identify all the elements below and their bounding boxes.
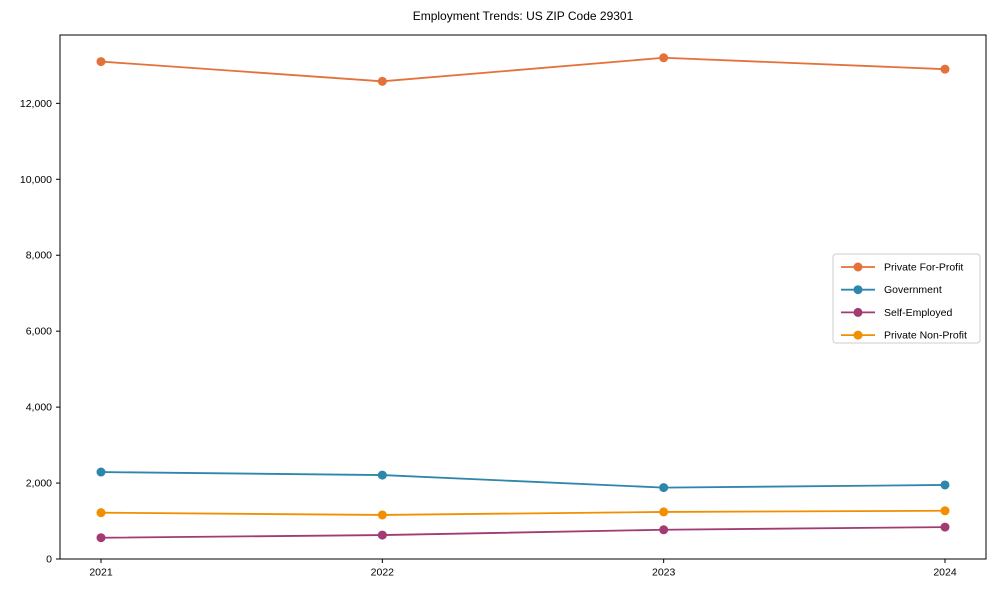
series-line-government [100,471,946,489]
data-point-private-non-profit [377,510,387,520]
y-tick-label: 6,000 [26,326,52,338]
y-tick-label: 12,000 [20,98,52,110]
data-point-government [940,480,950,490]
legend-marker-self-employed [853,307,863,317]
data-point-private-non-profit [940,506,950,516]
legend-label-self-employed: Self-Employed [884,307,952,319]
data-point-private-non-profit [96,508,106,518]
y-tick-label: 8,000 [26,250,52,262]
x-tick-label: 2021 [89,567,113,579]
y-tick-label: 2,000 [26,478,52,490]
data-point-private-non-profit [659,507,669,517]
data-point-self-employed [377,530,387,540]
x-tick-label: 2024 [933,567,957,579]
plot-border [59,34,987,560]
y-tick-label: 4,000 [26,402,52,414]
data-point-government [96,467,106,477]
data-point-self-employed [659,525,669,535]
data-point-private-for-profit [940,64,950,74]
data-point-government [659,483,669,493]
series-line-private-for-profit [100,56,946,83]
legend-marker-private-for-profit [853,262,863,272]
x-tick-label: 2022 [371,567,395,579]
data-point-self-employed [96,533,106,543]
series-line-private-non-profit [100,509,946,516]
chart-title: Employment Trends: US ZIP Code 29301 [412,9,634,23]
y-tick-label: 0 [46,554,52,566]
legend-marker-government [853,285,863,295]
series-line-self-employed [100,526,946,539]
data-point-private-for-profit [96,57,106,67]
y-tick-label: 10,000 [20,174,52,186]
data-point-self-employed [940,522,950,532]
data-point-private-for-profit [377,76,387,86]
legend-box [832,253,981,344]
legend-label-private-non-profit: Private Non-Profit [884,330,967,342]
legend-label-private-for-profit: Private For-Profit [884,262,963,274]
legend-label-government: Government [884,284,942,296]
x-tick-label: 2023 [652,567,676,579]
data-point-private-for-profit [659,53,669,63]
legend-marker-private-non-profit [853,330,863,340]
data-point-government [377,470,387,480]
